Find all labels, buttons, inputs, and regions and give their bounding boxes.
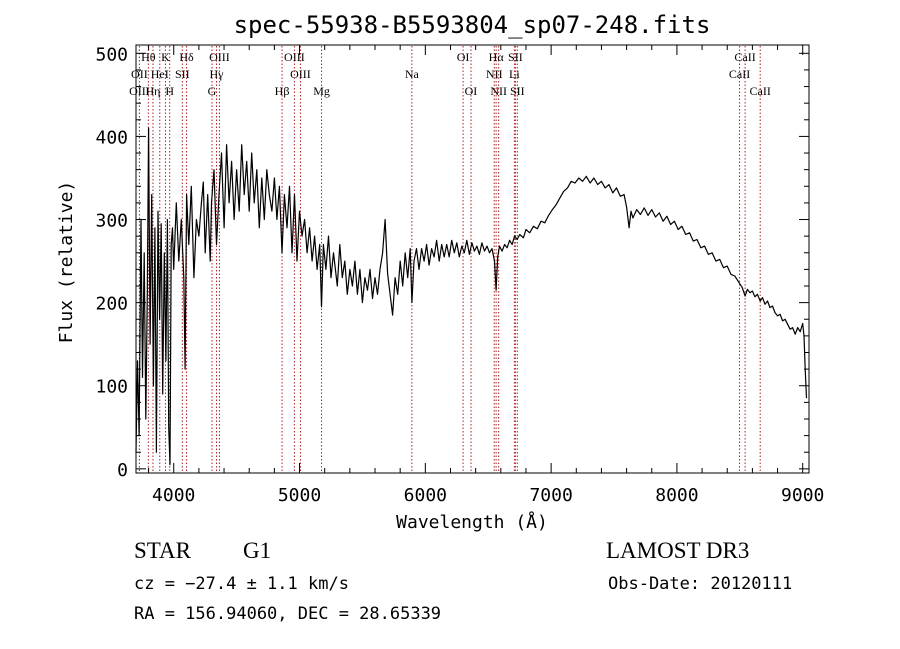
marker-label: Mg (313, 84, 330, 98)
marker-label: NII (490, 84, 507, 98)
spectrum-chart: spec-55938-B5593804_sp07-248.fits Hθ OII O… (56, 11, 824, 533)
marker-label: Hη (146, 84, 161, 98)
survey-name: LAMOST DR3 (606, 538, 750, 563)
y-tick-label: 500 (95, 44, 128, 65)
x-tick-label: 5000 (278, 485, 321, 506)
marker-label: Li (509, 67, 520, 81)
marker-label: Hα (489, 50, 505, 64)
marker-label: OI (457, 50, 470, 64)
marker-label: OIII (129, 84, 150, 98)
y-tick-label: 200 (95, 294, 128, 315)
y-axis-ticks: 0 100 200 300 400 500 (95, 44, 809, 481)
marker-label: CaII (729, 67, 750, 81)
marker-label: G (208, 84, 217, 98)
marker-label: CaII (734, 50, 755, 64)
y-axis-label: Flux (relative) (56, 181, 77, 344)
marker-label: SII (508, 50, 523, 64)
marker-label: NII (486, 67, 503, 81)
x-tick-label: 4000 (152, 485, 195, 506)
chart-title: spec-55938-B5593804_sp07-248.fits (234, 11, 711, 39)
marker-label: SII (175, 67, 190, 81)
marker-label: SII (510, 84, 525, 98)
y-tick-label: 0 (117, 460, 128, 481)
observation-date: Obs-Date: 20120111 (608, 574, 793, 594)
object-type: STAR (134, 538, 191, 563)
marker-label: OI (465, 84, 478, 98)
marker-label: Na (405, 67, 420, 81)
y-tick-label: 300 (95, 211, 128, 232)
marker-label: K (161, 50, 170, 64)
x-axis-label: Wavelength (Å) (396, 511, 548, 533)
marker-label: OIII (284, 50, 305, 64)
x-axis-ticks: 4000 5000 6000 7000 8000 9000 (148, 45, 824, 506)
redshift-velocity: cz = −27.4 ± 1.1 km/s (134, 574, 349, 594)
x-tick-label: 6000 (404, 485, 447, 506)
line-markers (138, 46, 761, 472)
marker-label: Hδ (179, 50, 194, 64)
x-tick-label: 7000 (529, 485, 572, 506)
plot-frame (135, 44, 810, 474)
marker-label: OIII (290, 67, 311, 81)
marker-label: Hθ (141, 50, 156, 64)
marker-label: Hβ (275, 84, 290, 98)
coordinates: RA = 156.94060, DEC = 28.65339 (134, 604, 442, 624)
x-tick-label: 8000 (655, 485, 698, 506)
marker-label: CaII (750, 84, 771, 98)
x-tick-label: 9000 (781, 485, 824, 506)
object-class: G1 (243, 538, 272, 563)
marker-label: OIII (209, 50, 230, 64)
marker-label: Hγ (210, 67, 225, 81)
y-tick-label: 400 (95, 127, 128, 148)
y-tick-label: 100 (95, 377, 128, 398)
marker-label: OII (131, 67, 148, 81)
marker-label: H (165, 84, 174, 98)
spectrum-line (135, 127, 808, 466)
marker-label: HeI (151, 67, 169, 81)
